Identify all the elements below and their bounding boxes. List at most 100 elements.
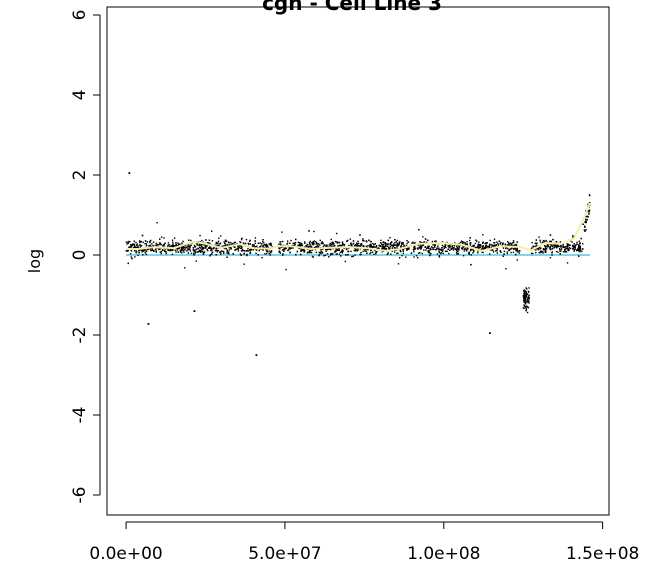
data-point bbox=[168, 246, 171, 248]
data-point bbox=[527, 301, 529, 304]
data-point bbox=[338, 253, 341, 255]
data-point bbox=[183, 246, 186, 249]
data-point bbox=[484, 242, 486, 245]
data-point bbox=[417, 244, 419, 246]
data-point bbox=[587, 203, 589, 206]
data-point bbox=[241, 237, 243, 240]
data-point bbox=[525, 309, 527, 311]
data-point bbox=[523, 292, 526, 294]
data-point bbox=[134, 256, 136, 258]
data-point bbox=[399, 240, 401, 243]
data-point bbox=[571, 241, 573, 243]
data-point bbox=[171, 249, 174, 252]
y-tick-label: -2 bbox=[70, 327, 90, 344]
data-point bbox=[139, 244, 141, 246]
data-point bbox=[523, 295, 526, 297]
data-point bbox=[279, 252, 281, 254]
data-point bbox=[432, 248, 434, 251]
data-point bbox=[189, 248, 191, 251]
data-point bbox=[192, 247, 195, 249]
data-point bbox=[369, 240, 372, 243]
data-point bbox=[359, 245, 362, 247]
data-point bbox=[456, 250, 459, 252]
data-point bbox=[421, 252, 423, 255]
data-point bbox=[512, 247, 514, 250]
data-point bbox=[577, 250, 580, 252]
data-point bbox=[510, 247, 512, 250]
data-point bbox=[452, 248, 454, 250]
data-point bbox=[528, 296, 530, 299]
data-point bbox=[163, 237, 165, 239]
data-point bbox=[485, 246, 487, 249]
data-point bbox=[506, 240, 509, 243]
data-point bbox=[417, 248, 419, 250]
data-point bbox=[265, 243, 267, 245]
y-tick-label: 2 bbox=[70, 170, 90, 181]
data-point bbox=[588, 201, 591, 204]
data-point bbox=[254, 240, 256, 242]
data-point bbox=[422, 241, 425, 244]
data-point bbox=[190, 252, 193, 255]
data-point bbox=[539, 241, 542, 243]
data-point bbox=[461, 248, 463, 250]
data-point bbox=[283, 248, 285, 250]
data-point bbox=[169, 248, 172, 251]
data-point bbox=[526, 296, 528, 298]
data-point bbox=[250, 249, 253, 251]
data-point bbox=[456, 248, 458, 250]
data-point bbox=[240, 245, 242, 247]
data-point bbox=[356, 248, 359, 250]
data-point bbox=[329, 248, 331, 250]
data-point bbox=[416, 256, 419, 259]
data-point bbox=[537, 247, 540, 250]
data-point bbox=[544, 244, 546, 247]
data-point bbox=[289, 251, 291, 254]
data-point bbox=[326, 248, 329, 251]
data-point bbox=[151, 243, 153, 245]
data-point bbox=[386, 245, 389, 247]
data-point bbox=[236, 243, 238, 245]
data-point bbox=[573, 245, 576, 247]
data-point bbox=[262, 246, 264, 248]
data-point bbox=[375, 253, 377, 255]
data-point bbox=[270, 252, 272, 254]
data-point bbox=[249, 249, 251, 251]
data-point bbox=[522, 290, 525, 292]
data-point bbox=[156, 222, 158, 224]
data-point bbox=[524, 299, 526, 301]
data-point bbox=[267, 250, 269, 253]
data-point bbox=[262, 239, 264, 241]
data-point bbox=[454, 242, 456, 244]
data-point bbox=[502, 242, 504, 244]
data-point bbox=[319, 251, 321, 254]
data-point bbox=[579, 251, 581, 253]
data-point bbox=[348, 247, 350, 249]
data-point bbox=[498, 240, 501, 242]
data-point bbox=[386, 253, 389, 256]
data-point bbox=[496, 241, 498, 243]
data-point bbox=[369, 246, 371, 248]
data-point bbox=[484, 246, 487, 248]
data-point bbox=[303, 249, 305, 251]
data-point bbox=[495, 250, 497, 252]
data-point bbox=[237, 248, 239, 251]
data-point bbox=[523, 291, 526, 293]
data-point bbox=[145, 253, 148, 256]
outlier-point bbox=[128, 172, 131, 174]
data-point bbox=[267, 246, 269, 249]
data-point bbox=[430, 246, 433, 248]
data-point bbox=[200, 246, 203, 248]
data-point bbox=[229, 244, 231, 246]
data-point bbox=[299, 245, 302, 247]
data-point bbox=[574, 246, 576, 249]
data-point bbox=[221, 245, 223, 247]
data-point bbox=[209, 242, 211, 245]
data-point bbox=[213, 247, 215, 249]
data-point bbox=[360, 251, 362, 254]
data-point bbox=[552, 245, 554, 247]
data-point bbox=[401, 248, 404, 251]
data-point bbox=[427, 246, 429, 249]
data-point bbox=[290, 247, 293, 249]
data-point bbox=[141, 251, 143, 253]
data-point bbox=[476, 240, 478, 243]
